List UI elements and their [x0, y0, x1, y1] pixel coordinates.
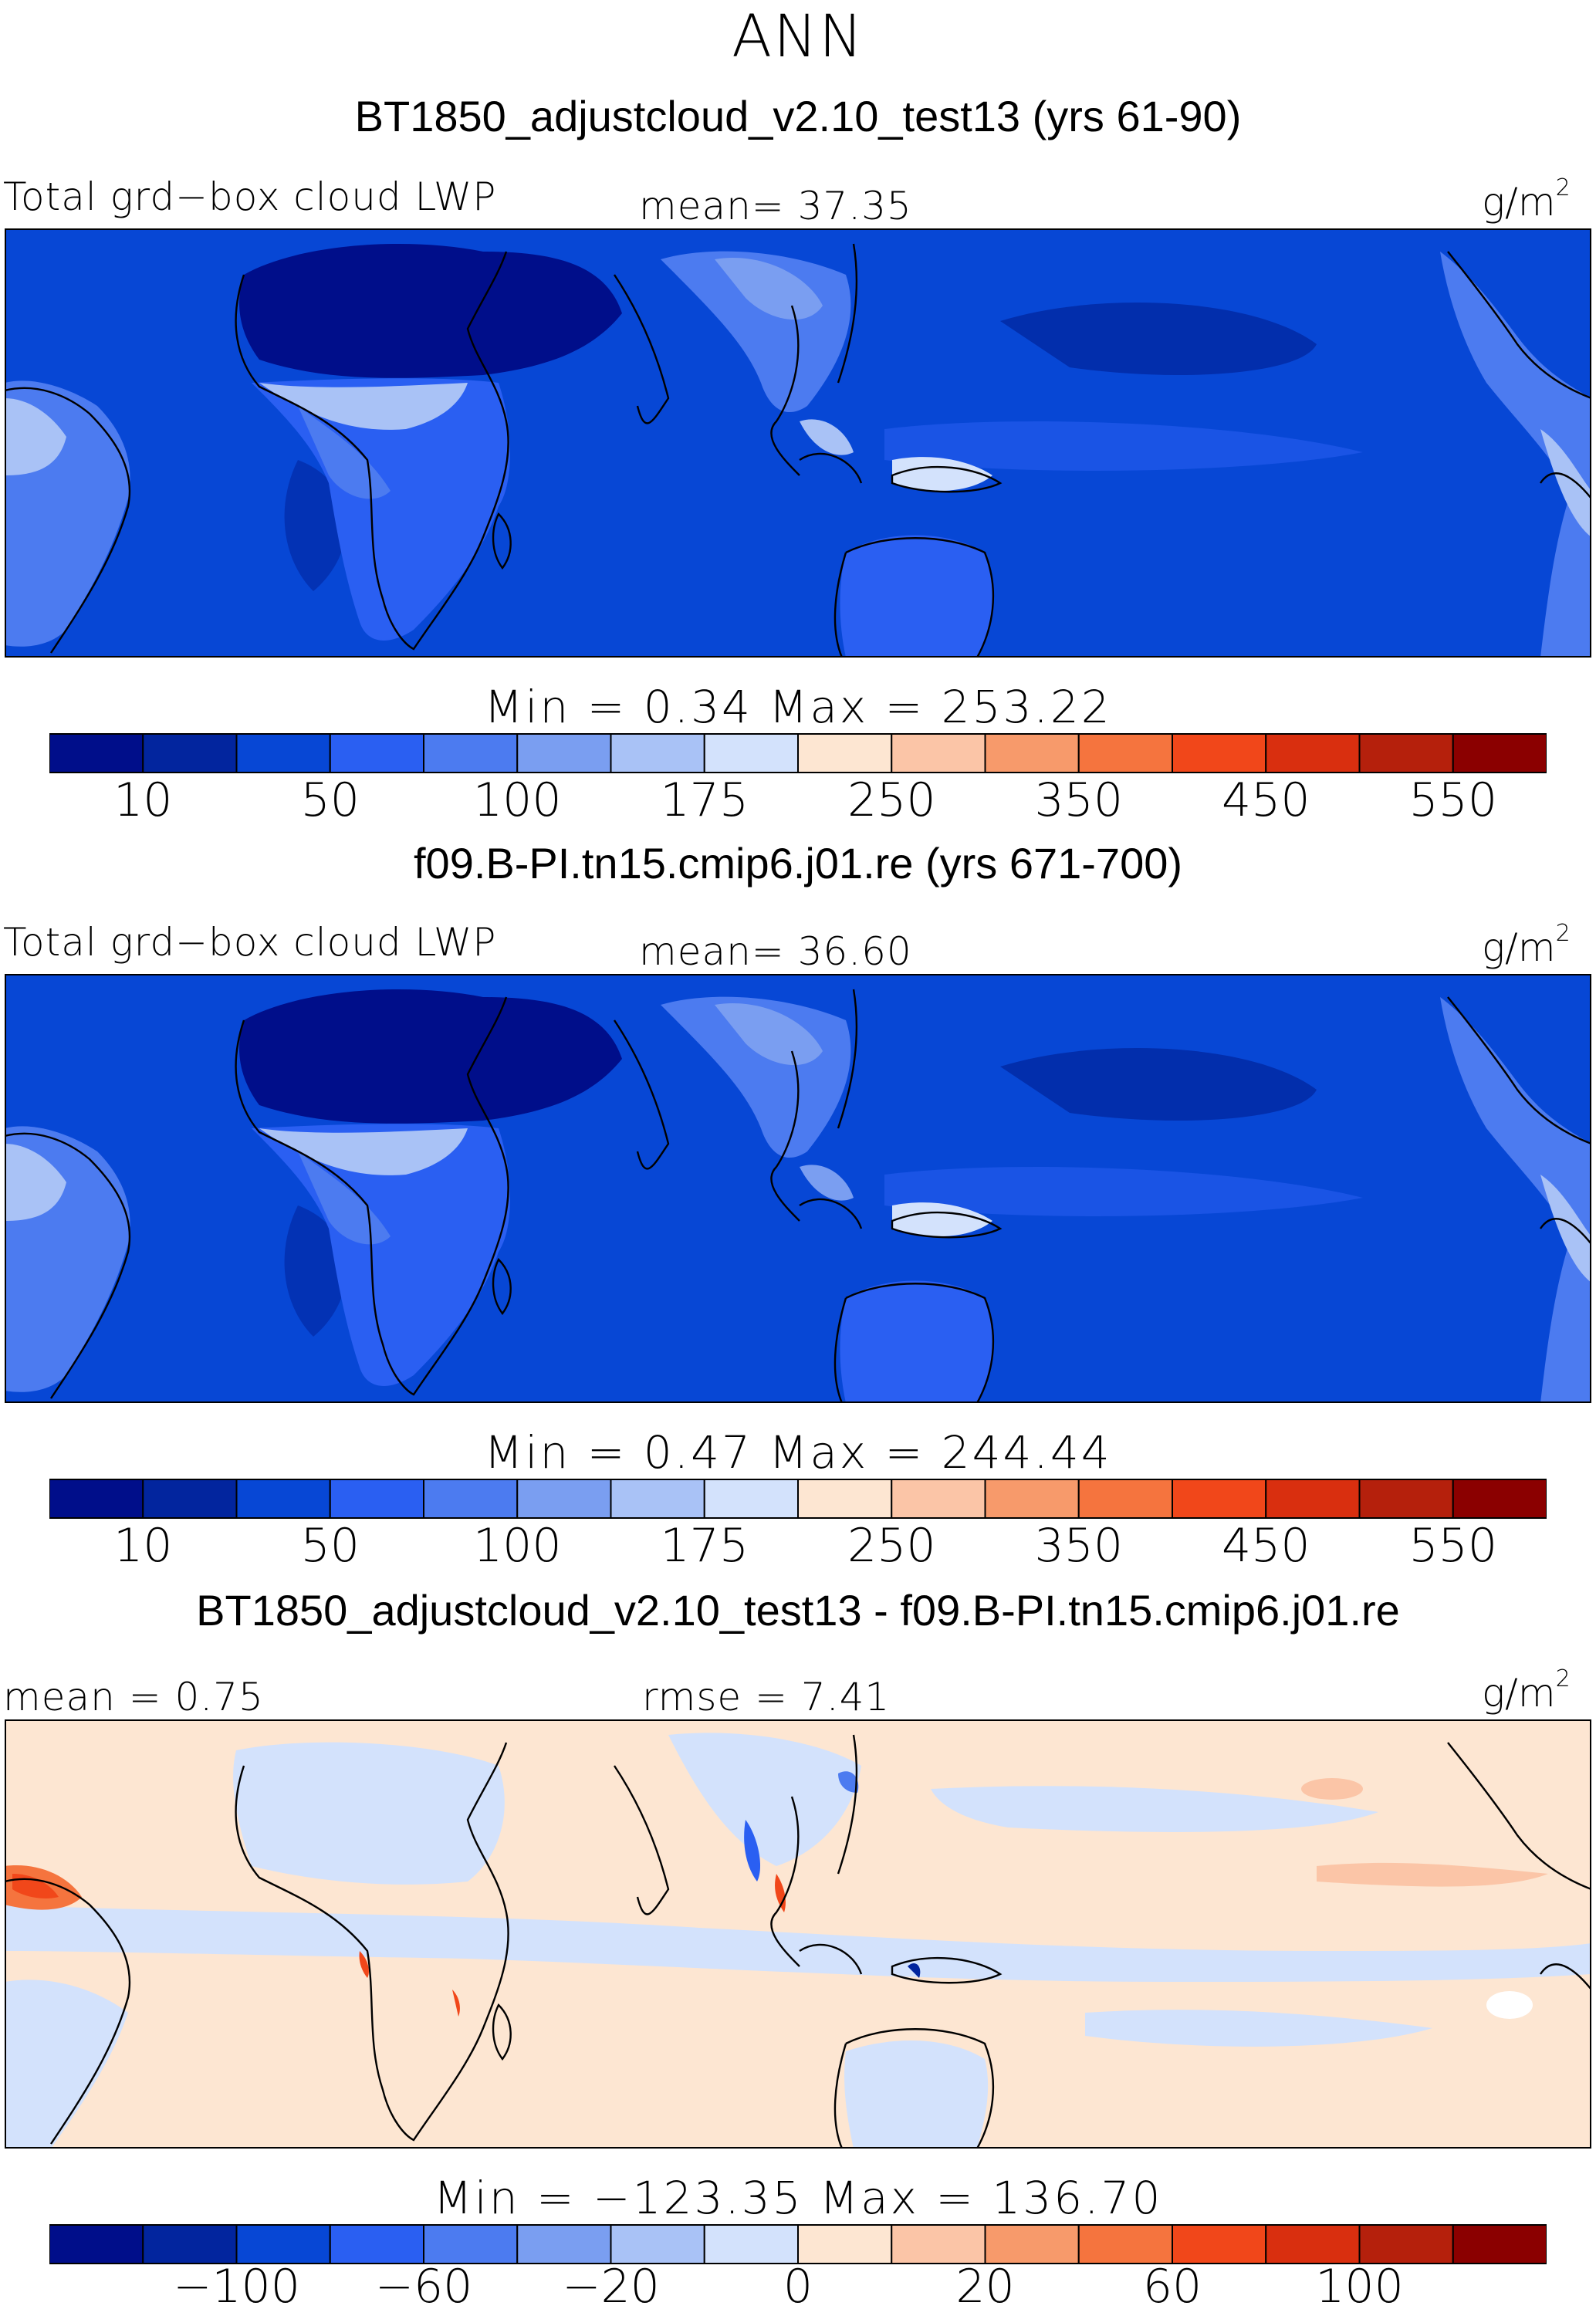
colorbar-swatch: [1265, 2224, 1361, 2264]
colorbar-swatch: [142, 2224, 238, 2264]
colorbar-swatch: [703, 2224, 799, 2264]
colorbar-swatch: [984, 1479, 1080, 1519]
colorbar-tick-label: 550: [1408, 1519, 1498, 1573]
colorbar-tick-label: 10: [113, 1519, 173, 1573]
colorbar-swatch: [49, 1479, 144, 1519]
colorbar-tick-label: −100: [173, 2260, 300, 2314]
panel2-colorbar-ticks: 10 50 100 175 250 350 450 550: [0, 1519, 1596, 1574]
colorbar-tick-label: 100: [472, 1519, 562, 1573]
colorbar-swatch: [49, 733, 144, 773]
colorbar-swatch: [1172, 733, 1267, 773]
colorbar-swatch: [329, 1479, 424, 1519]
colorbar-tick-label: 250: [847, 773, 936, 827]
colorbar-swatch: [891, 2224, 986, 2264]
colorbar-swatch: [235, 1479, 331, 1519]
colorbar-swatch: [797, 2224, 893, 2264]
panel3-center-label: rmse = 7.41: [642, 1675, 891, 1719]
colorbar-swatch: [1172, 2224, 1267, 2264]
panel2-case-title: f09.B-PI.tn15.cmip6.j01.re (yrs 671-700): [413, 839, 1183, 888]
colorbar-swatch: [329, 2224, 424, 2264]
panel3-unit: g/m2: [1482, 1665, 1571, 1716]
panel1-colorbar-ticks: 10 50 100 175 250 350 450 550: [0, 773, 1596, 829]
colorbar-swatch: [797, 1479, 893, 1519]
colorbar-swatch: [1358, 2224, 1454, 2264]
panel1-map: [5, 228, 1591, 658]
colorbar-tick-label: 10: [113, 773, 173, 827]
panel1-case-title: BT1850_adjustcloud_v2.10_test13 (yrs 61-…: [354, 92, 1242, 140]
colorbar-tick-label: 175: [660, 773, 749, 827]
panel1-minmax: Min = 0.34 Max = 253.22: [484, 681, 1112, 733]
panel1-left-label: Total grd−box cloud LWP: [3, 174, 497, 219]
panel3-case-title: BT1850_adjustcloud_v2.10_test13 - f09.B-…: [196, 1586, 1400, 1635]
colorbar-swatch: [516, 733, 612, 773]
colorbar-swatch: [1077, 733, 1173, 773]
colorbar-swatch: [1077, 2224, 1173, 2264]
colorbar-swatch: [142, 1479, 238, 1519]
panel2-unit: g/m2: [1482, 920, 1571, 970]
panel1-unit: g/m2: [1482, 174, 1571, 225]
colorbar-swatch: [610, 733, 705, 773]
colorbar-swatch: [1077, 1479, 1173, 1519]
panel2-center-label: mean= 36.60: [639, 929, 912, 974]
colorbar-swatch: [1358, 733, 1454, 773]
colorbar-swatch: [423, 1479, 519, 1519]
colorbar-swatch: [516, 2224, 612, 2264]
main-title: ANN: [732, 2, 864, 70]
panel2-colorbar: [49, 1479, 1547, 1519]
colorbar-swatch: [142, 733, 238, 773]
colorbar-swatch: [1265, 733, 1361, 773]
colorbar-tick-label: 60: [1142, 2260, 1202, 2314]
colorbar-tick-label: 20: [955, 2260, 1015, 2314]
colorbar-swatch: [1452, 1479, 1547, 1519]
panel3-colorbar-ticks: −100 −60 −20 0 20 60 100: [0, 2260, 1596, 2315]
panel3-left-label: mean = 0.75: [3, 1675, 264, 1719]
colorbar-swatch: [610, 2224, 705, 2264]
panel1-center-label: mean= 37.35: [639, 184, 912, 228]
panel3-map: [5, 1719, 1591, 2149]
panel1-colorbar: [49, 733, 1547, 773]
colorbar-tick-label: 350: [1034, 1519, 1124, 1573]
colorbar-swatch: [235, 2224, 331, 2264]
colorbar-tick-label: 175: [660, 1519, 749, 1573]
colorbar-swatch: [423, 733, 519, 773]
colorbar-swatch: [891, 1479, 986, 1519]
colorbar-swatch: [610, 1479, 705, 1519]
colorbar-tick-label: 450: [1221, 773, 1310, 827]
colorbar-swatch: [984, 733, 1080, 773]
colorbar-swatch: [797, 733, 893, 773]
colorbar-swatch: [1358, 1479, 1454, 1519]
colorbar-tick-label: 550: [1408, 773, 1498, 827]
colorbar-swatch: [703, 1479, 799, 1519]
colorbar-swatch: [1265, 1479, 1361, 1519]
colorbar-tick-label: −20: [562, 2260, 660, 2314]
colorbar-swatch: [235, 733, 331, 773]
colorbar-tick-label: −60: [374, 2260, 473, 2314]
panel2-map: [5, 974, 1591, 1403]
colorbar-swatch: [516, 1479, 612, 1519]
colorbar-swatch: [329, 733, 424, 773]
colorbar-tick-label: 100: [472, 773, 562, 827]
panel3-minmax: Min = −123.35 Max = 136.70: [433, 2172, 1163, 2224]
colorbar-swatch: [984, 2224, 1080, 2264]
colorbar-tick-label: 100: [1315, 2260, 1404, 2314]
panel2-minmax: Min = 0.47 Max = 244.44: [484, 1426, 1112, 1479]
colorbar-tick-label: 450: [1221, 1519, 1310, 1573]
colorbar-tick-label: 0: [783, 2260, 813, 2314]
colorbar-swatch: [703, 733, 799, 773]
colorbar-tick-label: 350: [1034, 773, 1124, 827]
panel3-colorbar: [49, 2224, 1547, 2264]
colorbar-tick-label: 50: [300, 1519, 360, 1573]
colorbar-tick-label: 250: [847, 1519, 936, 1573]
colorbar-swatch: [1452, 733, 1547, 773]
colorbar-swatch: [1172, 1479, 1267, 1519]
colorbar-swatch: [1452, 2224, 1547, 2264]
colorbar-swatch: [49, 2224, 144, 2264]
colorbar-swatch: [423, 2224, 519, 2264]
panel2-left-label: Total grd−box cloud LWP: [3, 920, 497, 965]
colorbar-tick-label: 50: [300, 773, 360, 827]
colorbar-swatch: [891, 733, 986, 773]
